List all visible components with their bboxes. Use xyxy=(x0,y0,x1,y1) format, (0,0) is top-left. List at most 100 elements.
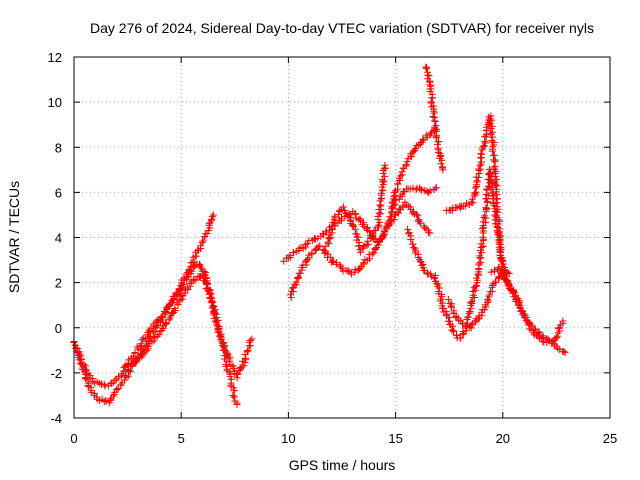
data-point xyxy=(491,156,499,164)
data-point xyxy=(338,214,346,222)
data-point xyxy=(553,332,561,340)
data-point xyxy=(476,254,484,262)
data-point xyxy=(380,165,388,173)
data-point xyxy=(417,185,425,193)
y-tick-label: 10 xyxy=(48,95,62,110)
data-point xyxy=(493,223,501,231)
data-point xyxy=(458,320,466,328)
data-point xyxy=(143,347,151,355)
data-point xyxy=(472,282,480,290)
data-point xyxy=(377,202,385,210)
data-point xyxy=(560,347,568,355)
data-point xyxy=(422,63,430,71)
data-point xyxy=(344,267,352,275)
data-point xyxy=(498,256,506,264)
data-point xyxy=(445,313,453,321)
data-point xyxy=(495,264,503,272)
series-track-j xyxy=(442,112,513,278)
data-point xyxy=(177,292,185,300)
chart-title: Day 276 of 2024, Sidereal Day-to-day VTE… xyxy=(90,20,594,36)
data-point xyxy=(438,156,446,164)
data-point xyxy=(437,160,445,168)
data-point xyxy=(419,135,427,143)
data-point xyxy=(357,248,365,256)
data-point xyxy=(243,348,251,356)
data-point xyxy=(399,202,407,210)
data-point xyxy=(303,240,311,248)
data-point xyxy=(468,195,476,203)
series-track-b xyxy=(71,211,217,407)
data-point xyxy=(286,251,294,259)
data-point xyxy=(469,199,477,207)
data-point xyxy=(409,209,417,217)
data-point xyxy=(182,270,190,278)
data-point xyxy=(471,189,479,197)
data-point xyxy=(246,337,254,345)
data-point xyxy=(435,290,443,298)
data-point xyxy=(467,299,475,307)
x-axis-ticks: 0 5 10 15 20 25 xyxy=(70,57,617,446)
data-point xyxy=(365,228,373,236)
data-point xyxy=(316,242,324,250)
data-point xyxy=(492,199,500,207)
data-point xyxy=(153,332,161,340)
data-point xyxy=(472,188,480,196)
data-point xyxy=(476,162,484,170)
data-point xyxy=(337,263,345,271)
data-point xyxy=(491,278,499,286)
data-point xyxy=(242,354,250,362)
data-point xyxy=(472,282,480,290)
data-point xyxy=(331,212,339,220)
data-point xyxy=(420,136,428,144)
series-track-e xyxy=(287,184,440,302)
data-point xyxy=(186,280,194,288)
data-point xyxy=(431,127,439,135)
data-point xyxy=(388,198,396,206)
data-point xyxy=(376,210,384,218)
data-point xyxy=(448,303,456,311)
data-point xyxy=(364,237,372,245)
data-point xyxy=(475,259,483,267)
data-point xyxy=(88,374,96,382)
data-point xyxy=(461,202,469,210)
data-point xyxy=(209,211,217,219)
data-point xyxy=(366,255,374,263)
data-point xyxy=(476,247,484,255)
data-point xyxy=(162,319,170,327)
data-point xyxy=(380,177,388,185)
data-point xyxy=(354,266,362,274)
data-point xyxy=(124,362,132,370)
data-point xyxy=(444,295,452,303)
data-point xyxy=(244,346,252,354)
data-point xyxy=(144,336,152,344)
data-point xyxy=(83,376,91,384)
data-point xyxy=(428,94,436,102)
data-point xyxy=(334,211,342,219)
data-point xyxy=(403,158,411,166)
data-point xyxy=(411,145,419,153)
data-point xyxy=(474,173,482,181)
data-point xyxy=(476,252,484,260)
y-tick-label: 8 xyxy=(55,140,62,155)
y-tick-label: -4 xyxy=(50,411,62,426)
series-track-k xyxy=(444,269,569,357)
data-point xyxy=(416,219,424,227)
data-point xyxy=(490,141,498,149)
data-point xyxy=(524,318,532,326)
data-point xyxy=(167,299,175,307)
data-point xyxy=(302,257,310,265)
data-point xyxy=(332,260,340,268)
data-point xyxy=(205,291,213,299)
data-point xyxy=(488,189,496,197)
data-point xyxy=(407,236,415,244)
x-axis-label: GPS time / hours xyxy=(289,457,396,473)
data-point xyxy=(369,250,377,258)
data-point xyxy=(360,242,368,250)
data-point xyxy=(453,331,461,339)
data-point xyxy=(230,387,238,395)
data-point xyxy=(294,274,302,282)
data-point xyxy=(504,268,512,276)
data-point xyxy=(468,321,476,329)
data-point xyxy=(481,133,489,141)
